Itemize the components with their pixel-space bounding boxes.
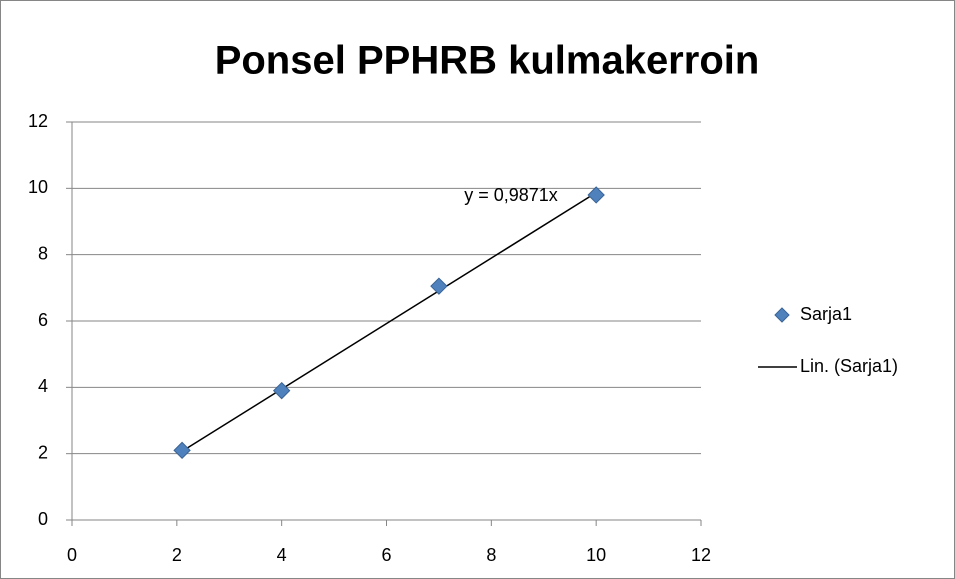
y-tick-label: 6 bbox=[38, 310, 48, 330]
x-tick-label: 10 bbox=[586, 545, 606, 565]
x-tick-label: 12 bbox=[691, 545, 711, 565]
x-tick-label: 4 bbox=[277, 545, 287, 565]
marker bbox=[587, 186, 605, 204]
y-tick-label: 12 bbox=[28, 111, 48, 131]
y-tick-label: 0 bbox=[38, 509, 48, 529]
legend-label: Lin. (Sarja1) bbox=[800, 356, 898, 376]
x-tick-label: 8 bbox=[486, 545, 496, 565]
marker bbox=[173, 441, 191, 460]
y-tick-label: 10 bbox=[28, 177, 48, 197]
y-tick-label: 2 bbox=[38, 442, 48, 462]
marker bbox=[430, 277, 448, 295]
x-tick-label: 2 bbox=[172, 545, 182, 565]
x-tick-label: 0 bbox=[67, 545, 77, 565]
legend-marker bbox=[774, 307, 790, 323]
trendline-label: y = 0,9871x bbox=[464, 185, 558, 205]
trendline bbox=[181, 191, 597, 452]
legend-label: Sarja1 bbox=[800, 304, 852, 324]
y-tick-label: 4 bbox=[38, 376, 48, 396]
chart-title: Ponsel PPHRB kulmakerroin bbox=[215, 39, 760, 83]
x-tick-label: 6 bbox=[381, 545, 391, 565]
marker bbox=[272, 381, 291, 400]
y-tick-label: 8 bbox=[38, 243, 48, 263]
